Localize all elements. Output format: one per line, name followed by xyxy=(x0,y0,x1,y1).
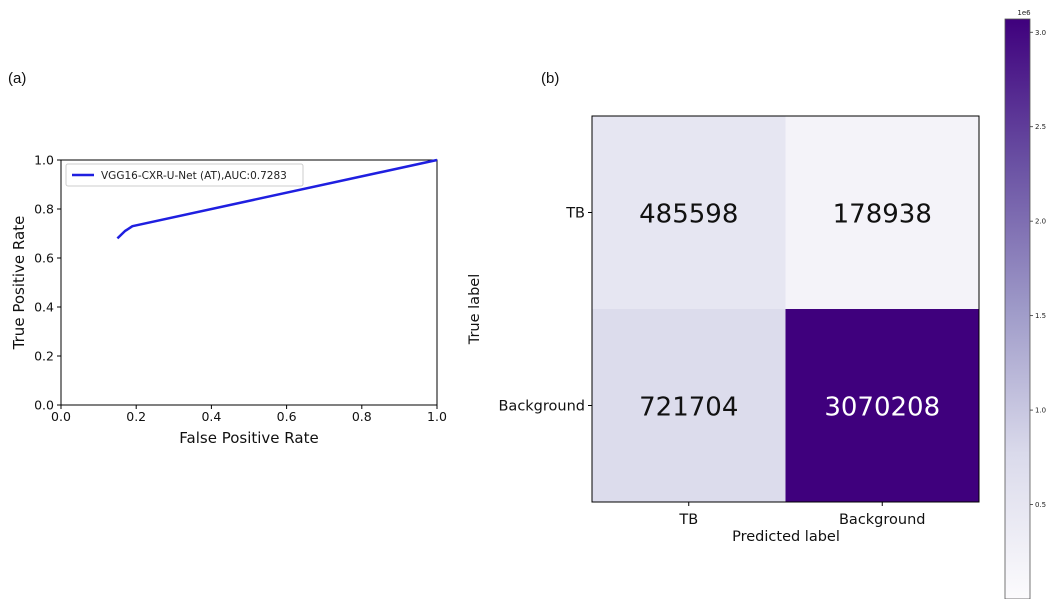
roc-x-tick-label: 0.6 xyxy=(277,409,297,424)
cm-cell xyxy=(592,116,786,309)
roc-x-tick-label: 0.8 xyxy=(352,409,372,424)
cm-axis-tick-labels: TB Background TB Background xyxy=(498,206,925,529)
roc-y-tick-label: 0.8 xyxy=(34,202,54,217)
roc-legend: VGG16-CXR-U-Net (AT),AUC:0.7283 xyxy=(65,163,304,187)
colorbar-tick-label: 2.5 xyxy=(1035,123,1046,131)
roc-y-axis-label: True Positive Rate xyxy=(10,216,28,351)
cm-cell-value: 485598 xyxy=(639,200,738,230)
cm-cell xyxy=(592,309,786,502)
cm-x-tick-label: TB xyxy=(678,512,698,528)
cm-cell-value: 721704 xyxy=(639,393,738,423)
colorbar-tick-label: 0.5 xyxy=(1035,501,1046,509)
roc-legend-label: VGG16-CXR-U-Net (AT),AUC:0.7283 xyxy=(101,170,287,182)
cm-cell xyxy=(785,116,979,309)
roc-y-tick-label: 0.2 xyxy=(34,349,54,364)
roc-x-tick-label: 0.0 xyxy=(51,409,71,424)
colorbar-ticks: 0.5 1.0 1.5 2.0 2.5 3.0 xyxy=(1030,29,1046,509)
cm-cell-value: 3070208 xyxy=(824,393,940,423)
colorbar-tick-label: 1.0 xyxy=(1035,407,1046,415)
colorbar-offset-label: 1e6 xyxy=(1017,9,1031,17)
roc-y-tick-label: 1.0 xyxy=(34,153,54,168)
roc-curve-line xyxy=(116,158,438,240)
colorbar-tick-label: 2.0 xyxy=(1035,218,1046,226)
colorbar-tick-label: 1.5 xyxy=(1035,312,1046,320)
cm-x-tick-label: Background xyxy=(839,512,926,528)
roc-x-axis-label: False Positive Rate xyxy=(179,429,318,447)
roc-plot-frame xyxy=(60,159,438,406)
cm-y-tick-label: TB xyxy=(565,206,585,222)
roc-chart: 0.0 0.2 0.4 0.6 0.8 1.0 0.0 0.2 0.4 0.6 0.8 1.0 Fal… xyxy=(10,153,447,448)
roc-x-tick-label: 1.0 xyxy=(427,409,447,424)
panel-b-label: (b) xyxy=(541,70,560,87)
roc-y-tick-label: 0.0 xyxy=(34,398,54,413)
roc-x-tick-label: 0.2 xyxy=(126,409,146,424)
cm-cell xyxy=(785,309,979,502)
roc-ticks: 0.0 0.2 0.4 0.6 0.8 1.0 0.0 0.2 0.4 0.6 0.8 1.0 xyxy=(34,153,447,425)
roc-y-tick-label: 0.6 xyxy=(34,251,54,266)
cm-x-axis-label: Predicted label xyxy=(732,529,840,545)
cm-frame xyxy=(591,115,980,503)
cm-cell-value: 178938 xyxy=(833,200,932,230)
roc-legend-box xyxy=(65,163,304,187)
cm-cells: 485598 178938 721704 3070208 xyxy=(592,116,979,502)
panel-a-label: (a) xyxy=(8,70,27,87)
cm-y-tick-label: Background xyxy=(498,399,585,415)
roc-x-tick-label: 0.4 xyxy=(201,409,221,424)
colorbar: 1e6 0.5 1.0 1.5 2.0 2.5 3.0 xyxy=(1004,9,1046,599)
colorbar-gradient xyxy=(1004,18,1031,599)
roc-y-tick-label: 0.4 xyxy=(34,300,54,315)
cm-y-axis-label: True label xyxy=(467,274,483,345)
roc-series-group xyxy=(116,158,438,240)
colorbar-tick-label: 3.0 xyxy=(1035,29,1046,37)
